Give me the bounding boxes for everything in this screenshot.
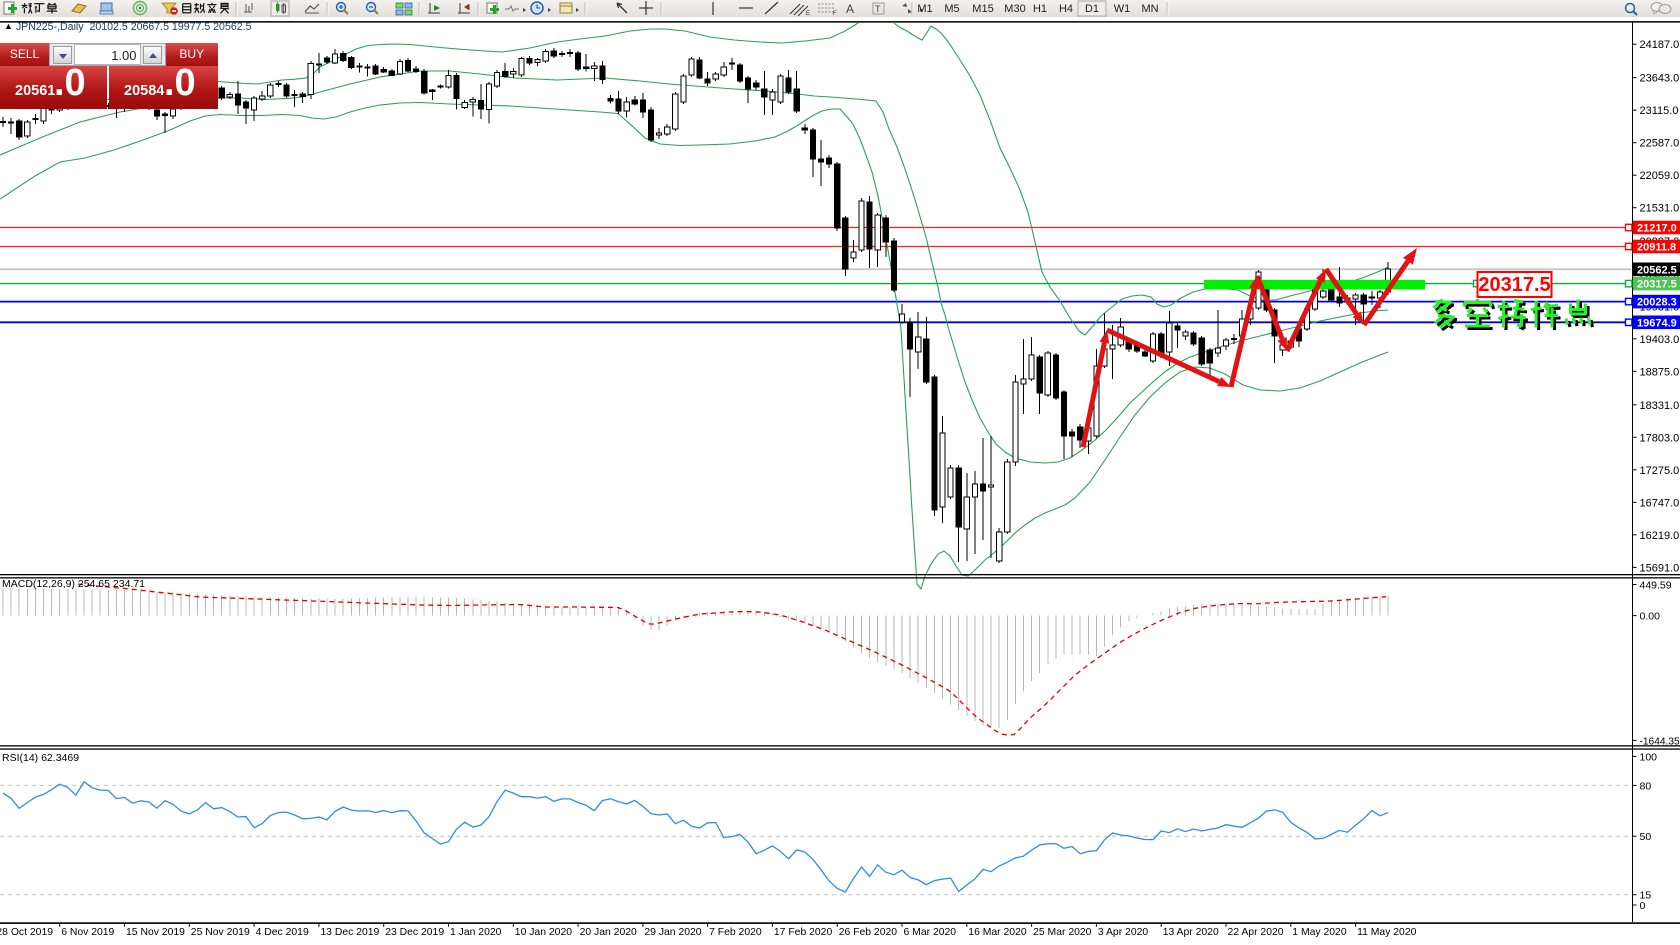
svg-text:29 Jan 2020: 29 Jan 2020: [644, 927, 701, 938]
svg-text:21531.0: 21531.0: [1640, 203, 1680, 215]
svg-text:0: 0: [1640, 900, 1646, 912]
svg-text:H1: H1: [1033, 3, 1047, 15]
svg-text:20028.3: 20028.3: [1637, 297, 1677, 309]
svg-text:13 Apr 2020: 13 Apr 2020: [1163, 927, 1219, 938]
svg-text:20317.5: 20317.5: [1478, 274, 1550, 296]
svg-text:M5: M5: [944, 3, 959, 15]
svg-text:23115.0: 23115.0: [1640, 105, 1679, 117]
svg-text:25 Nov 2019: 25 Nov 2019: [191, 927, 250, 938]
svg-text:11 May 2020: 11 May 2020: [1357, 927, 1417, 938]
svg-text:22587.0: 22587.0: [1640, 138, 1680, 150]
svg-text:-1644.35: -1644.35: [1640, 736, 1680, 747]
svg-text:15691.0: 15691.0: [1640, 562, 1680, 574]
svg-text:26 Feb 2020: 26 Feb 2020: [839, 927, 898, 938]
svg-text:19674.9: 19674.9: [1637, 317, 1677, 329]
svg-text:RSI(14) 62.3469: RSI(14) 62.3469: [2, 752, 79, 764]
svg-text:21217.0: 21217.0: [1637, 223, 1677, 235]
svg-text:23 Dec 2019: 23 Dec 2019: [385, 927, 444, 938]
svg-text:MN: MN: [1141, 3, 1158, 15]
svg-text:22059.0: 22059.0: [1640, 170, 1680, 182]
svg-text:F: F: [833, 11, 837, 17]
svg-text:1 Jan 2020: 1 Jan 2020: [450, 927, 502, 938]
svg-text:M1: M1: [917, 3, 932, 15]
svg-text:7 Feb 2020: 7 Feb 2020: [709, 927, 762, 938]
svg-text:1 May 2020: 1 May 2020: [1292, 927, 1347, 938]
svg-text:18875.0: 18875.0: [1640, 366, 1680, 378]
svg-text:18331.0: 18331.0: [1640, 400, 1680, 412]
svg-text:MACD(12,26,9) 254.65 234.71: MACD(12,26,9) 254.65 234.71: [2, 578, 145, 590]
svg-text:100: 100: [1640, 751, 1658, 763]
svg-text:W1: W1: [1114, 3, 1131, 15]
svg-text:4 Dec 2019: 4 Dec 2019: [256, 927, 309, 938]
svg-text:E: E: [806, 11, 810, 17]
svg-text:13 Dec 2019: 13 Dec 2019: [320, 927, 379, 938]
svg-text:M15: M15: [972, 3, 993, 15]
svg-text:22 Apr 2020: 22 Apr 2020: [1228, 927, 1284, 938]
svg-text:H4: H4: [1059, 3, 1073, 15]
svg-text:20 Jan 2020: 20 Jan 2020: [580, 927, 637, 938]
svg-text:10 Jan 2020: 10 Jan 2020: [515, 927, 572, 938]
svg-text:17803.0: 17803.0: [1640, 432, 1680, 444]
svg-text:3 Apr 2020: 3 Apr 2020: [1098, 927, 1148, 938]
svg-text:16 Mar 2020: 16 Mar 2020: [968, 927, 1027, 938]
svg-text:50: 50: [1640, 831, 1652, 843]
svg-text:17 Feb 2020: 17 Feb 2020: [774, 927, 833, 938]
svg-text:17275.0: 17275.0: [1640, 465, 1680, 477]
svg-text:6 Mar 2020: 6 Mar 2020: [904, 927, 957, 938]
svg-text:16747.0: 16747.0: [1640, 497, 1680, 509]
svg-text:M30: M30: [1004, 3, 1025, 15]
svg-text:20317.5: 20317.5: [1637, 279, 1677, 291]
svg-text:6 Nov 2019: 6 Nov 2019: [61, 927, 114, 938]
svg-text:25 Mar 2020: 25 Mar 2020: [1033, 927, 1092, 938]
svg-text:24187.0: 24187.0: [1640, 39, 1680, 51]
svg-text:23643.0: 23643.0: [1640, 73, 1680, 85]
svg-text:16219.0: 16219.0: [1640, 530, 1680, 542]
svg-text:80: 80: [1640, 780, 1652, 792]
svg-text:28 Oct 2019: 28 Oct 2019: [0, 927, 53, 938]
svg-text:20562.5: 20562.5: [1637, 264, 1677, 276]
svg-text:T: T: [875, 4, 881, 14]
svg-text:15 Nov 2019: 15 Nov 2019: [126, 927, 185, 938]
svg-text:D1: D1: [1085, 3, 1099, 15]
svg-text:0.00: 0.00: [1640, 611, 1661, 623]
svg-text:20911.8: 20911.8: [1637, 242, 1676, 254]
svg-text:A: A: [846, 2, 854, 16]
svg-text:19403.0: 19403.0: [1640, 334, 1680, 346]
svg-text:449.59: 449.59: [1640, 580, 1672, 592]
